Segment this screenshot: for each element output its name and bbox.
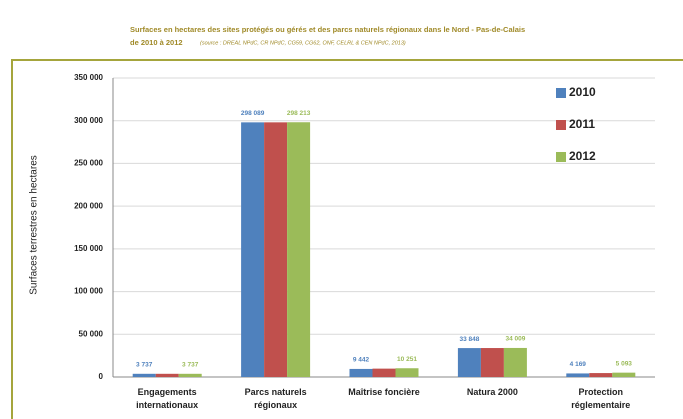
legend-label: 2010 xyxy=(569,85,596,99)
data-label: 34 009 xyxy=(505,336,525,343)
data-label: 9 442 xyxy=(353,357,370,364)
frame xyxy=(11,59,683,419)
y-tick-label: 150 000 xyxy=(74,244,103,253)
bar xyxy=(480,348,504,377)
legend-label: 2012 xyxy=(569,149,596,163)
bar xyxy=(457,348,481,377)
data-label: 298 213 xyxy=(287,110,311,117)
bar xyxy=(589,373,613,377)
data-label: 5 093 xyxy=(616,360,633,367)
bar xyxy=(372,368,396,377)
legend-swatch xyxy=(556,88,566,98)
bar xyxy=(395,368,419,377)
y-tick-label: 50 000 xyxy=(79,329,104,338)
x-tick-label: Protection réglementaire xyxy=(571,387,631,410)
data-label: 4 169 xyxy=(570,361,587,368)
bar xyxy=(503,347,527,377)
legend-swatch xyxy=(556,120,566,130)
data-label: 298 089 xyxy=(241,110,265,117)
y-tick-label: 350 000 xyxy=(74,73,103,82)
bar xyxy=(178,373,202,377)
data-label: 3 737 xyxy=(136,362,153,369)
y-axis-label: Surfaces terrestres en hectares xyxy=(29,155,40,295)
data-label: 10 251 xyxy=(397,356,417,363)
legend-swatch xyxy=(556,152,566,162)
chart-subtitle: de 2010 à 2012 xyxy=(130,38,183,47)
y-tick-label: 0 xyxy=(99,372,104,381)
bar xyxy=(612,372,636,377)
bar xyxy=(264,122,288,377)
y-tick-label: 250 000 xyxy=(74,159,103,168)
data-label: 3 737 xyxy=(182,362,199,369)
y-tick-label: 300 000 xyxy=(74,116,103,125)
bar xyxy=(132,373,156,377)
source: (source : DREAL NPdC, CR NPdC, CG59, CG6… xyxy=(200,40,406,46)
chart-title: Surfaces en hectares des sites protégés … xyxy=(130,25,525,34)
bar xyxy=(155,373,179,377)
y-tick-label: 100 000 xyxy=(74,287,103,296)
x-tick-label: Maîtrise foncière xyxy=(348,387,420,397)
x-tick-label: Engagements internationaux xyxy=(136,387,199,410)
bar xyxy=(566,373,590,377)
bar xyxy=(241,122,265,377)
bar xyxy=(287,122,311,377)
bar xyxy=(349,368,373,377)
y-tick-label: 200 000 xyxy=(74,201,103,210)
legend-label: 2011 xyxy=(569,117,595,131)
x-tick-label: Parcs naturels régionaux xyxy=(244,387,307,410)
data-label: 33 848 xyxy=(459,336,479,343)
x-tick-label: Natura 2000 xyxy=(466,387,518,397)
